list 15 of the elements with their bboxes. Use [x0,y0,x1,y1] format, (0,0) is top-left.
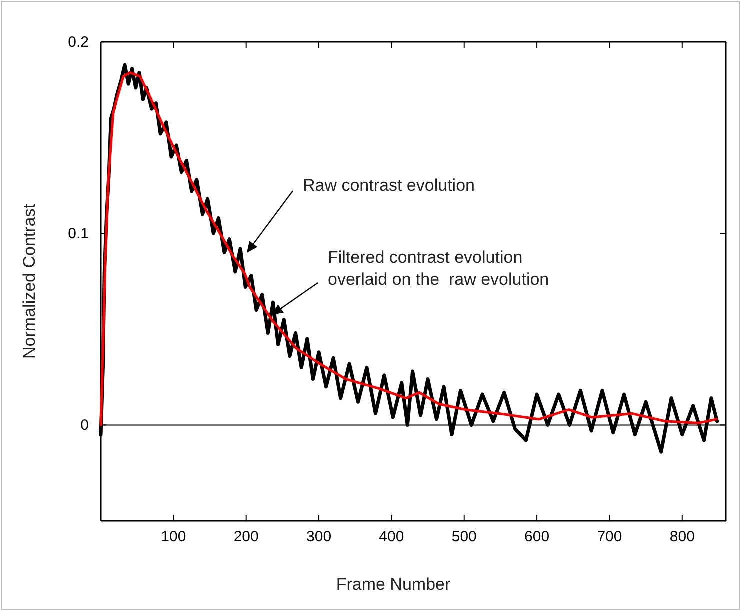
x-tick-label: 300 [306,528,332,546]
x-tick-label: 800 [670,528,695,546]
x-tick-label: 400 [379,528,404,546]
y-axis-title: Normalized Contrast [20,204,39,359]
y-tick-label: 0 [80,417,89,434]
x-tick-label: 100 [161,528,186,546]
x-tick-label: 600 [524,528,550,546]
x-tick-label: 700 [597,528,622,546]
annotation: Filtered contrast evolution overlaid on the raw evolution [328,248,550,289]
y-tick-label: 0.2 [68,34,89,51]
y-tick-label: 0.1 [68,225,89,242]
x-axis-title: Frame Number [336,575,451,594]
x-tick-label: 500 [452,528,477,546]
annotation: Raw contrast evolution [303,176,475,195]
x-tick-label: 200 [234,528,259,546]
